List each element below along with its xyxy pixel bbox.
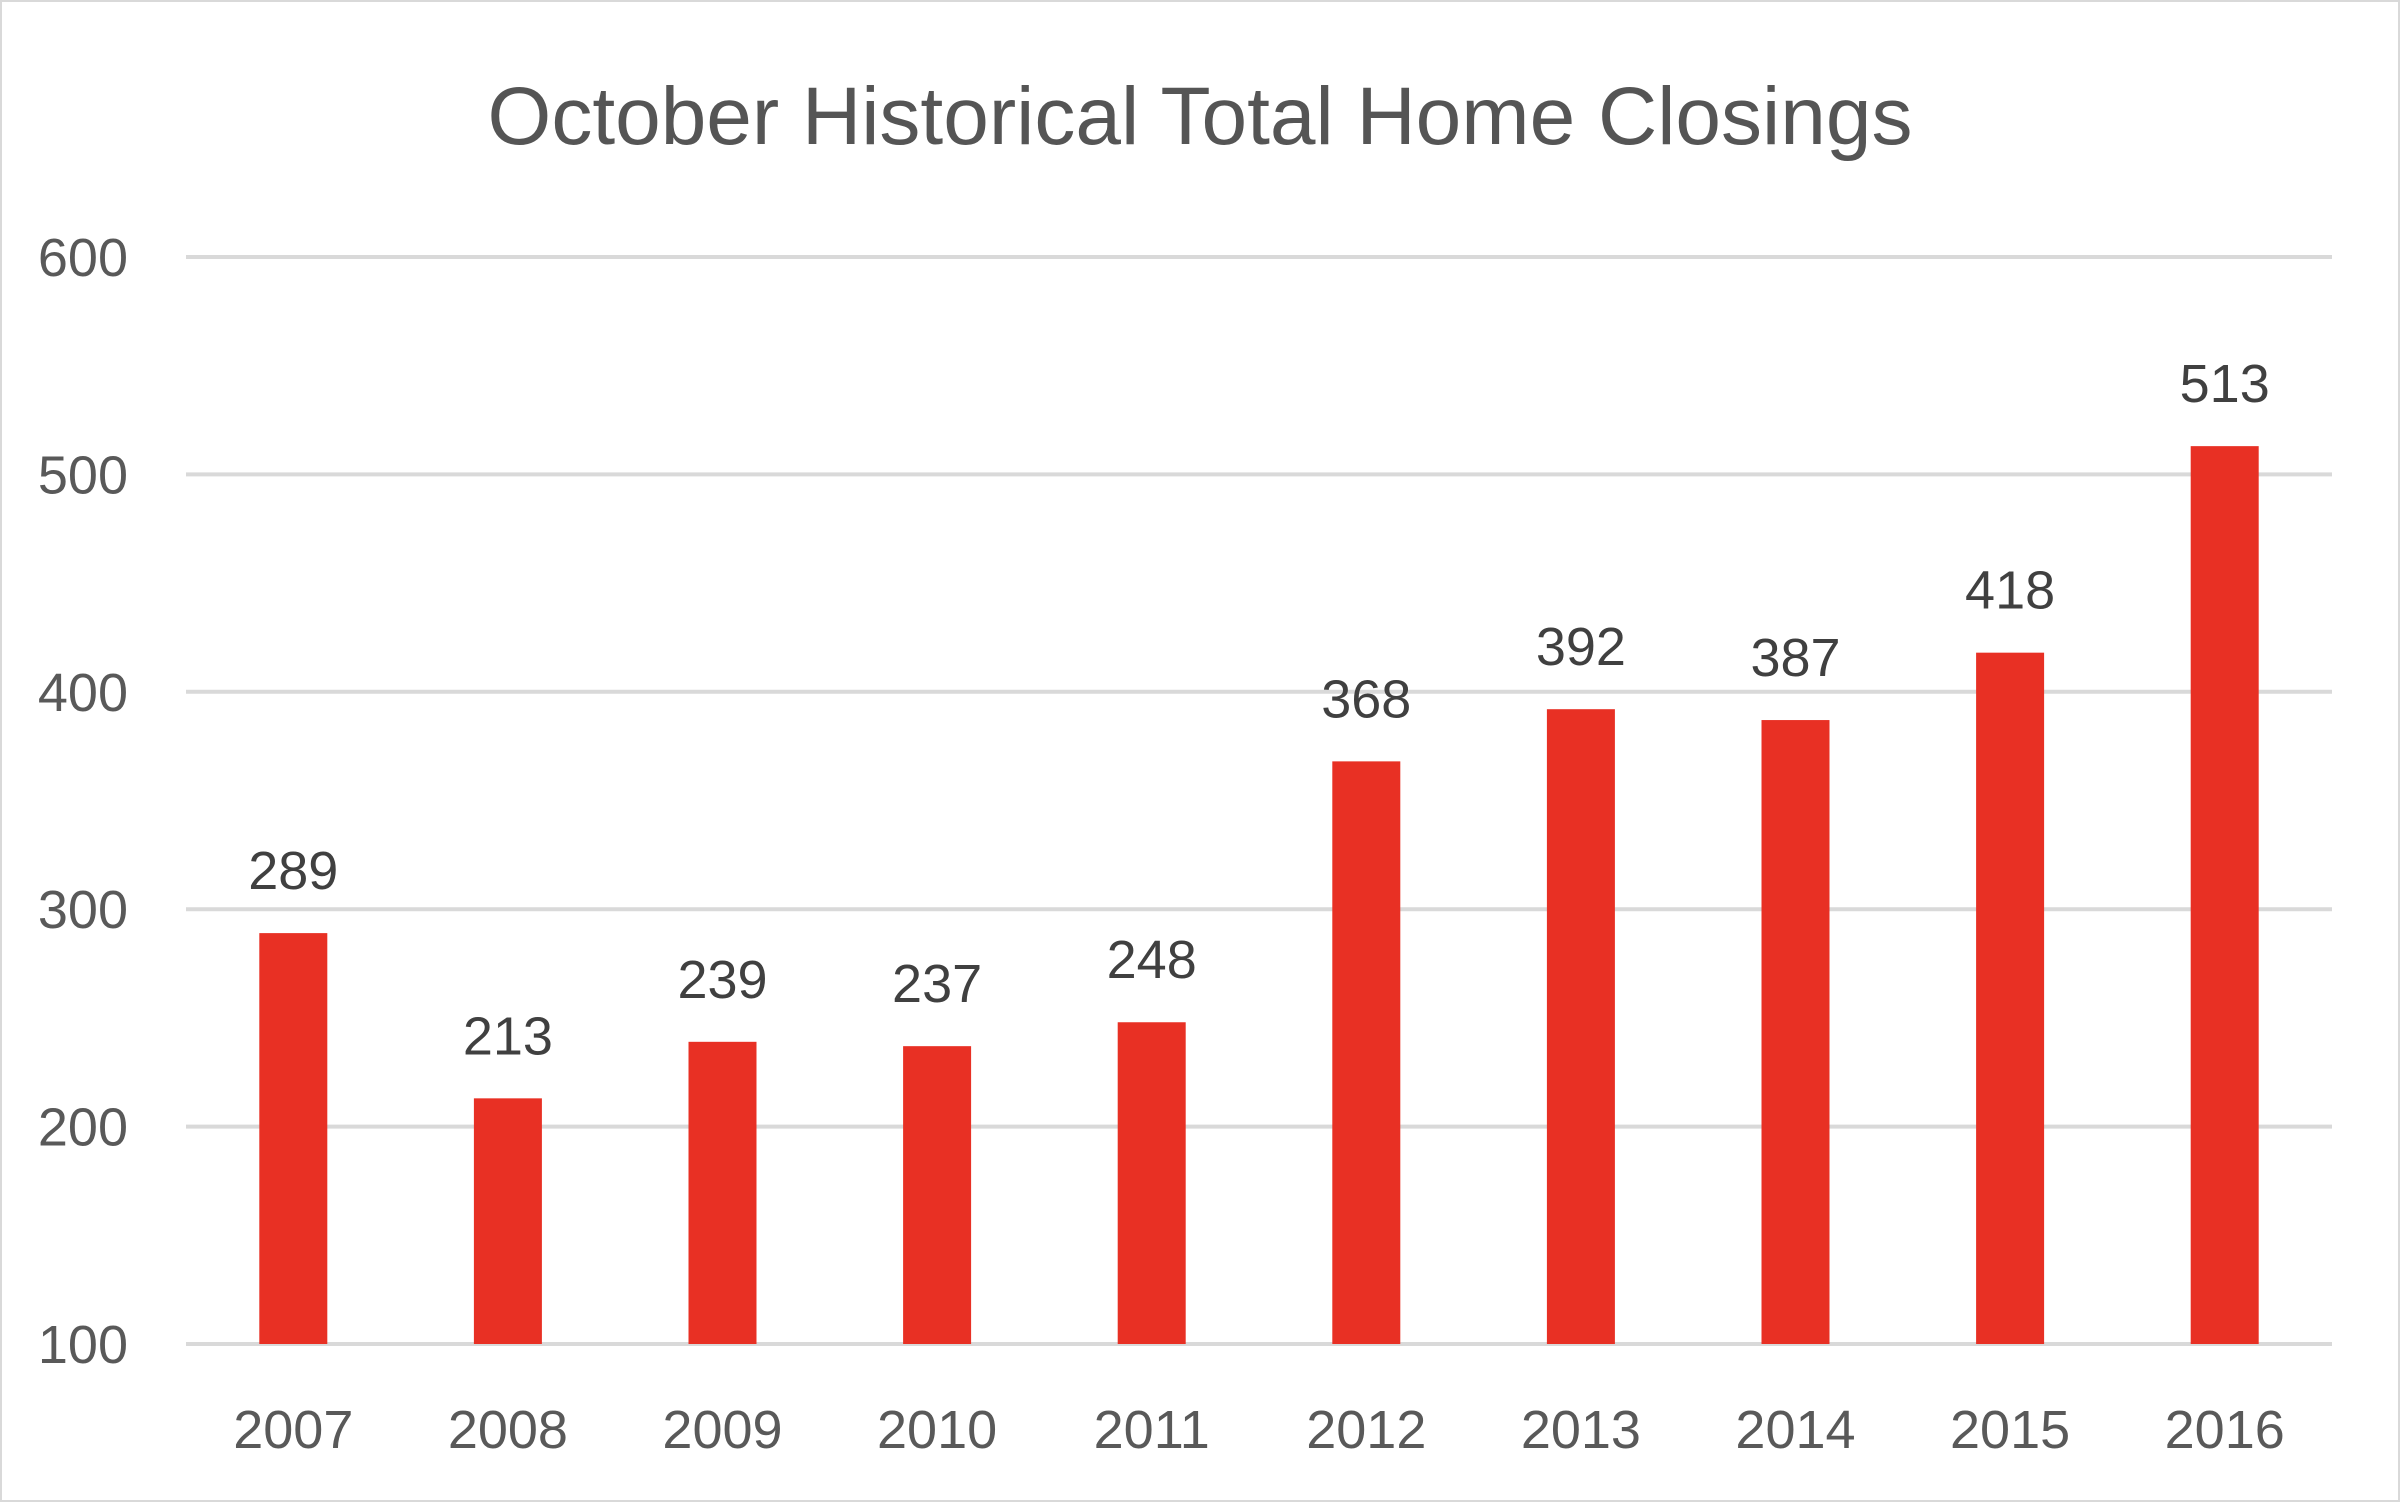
x-axis-ticks: 2007 2008 2009 2010 2011 2012 2013 2014 2015 2016 xyxy=(233,1400,2285,1460)
y-axis-ticks: 100 200 300 400 500 600 xyxy=(38,228,128,1375)
y-tick-label: 300 xyxy=(38,880,128,940)
bar-2009 xyxy=(688,1041,757,1344)
data-labels: 289 213 239 237 248 368 392 387 418 513 xyxy=(248,354,2270,1066)
x-tick-label-2012: 2012 xyxy=(1306,1400,1426,1460)
data-label-2016: 513 xyxy=(2180,354,2270,414)
bar-2008 xyxy=(473,1098,542,1344)
x-tick-label-2007: 2007 xyxy=(233,1400,353,1460)
y-tick-label: 500 xyxy=(38,445,128,505)
bar-2015 xyxy=(1976,652,2045,1344)
x-tick-label-2011: 2011 xyxy=(1094,1400,1210,1460)
gridlines xyxy=(186,255,2332,1346)
data-label-2008: 213 xyxy=(463,1006,553,1066)
data-label-2012: 368 xyxy=(1321,669,1411,729)
chart-title: October Historical Total Home Closings xyxy=(488,71,1913,162)
bars xyxy=(259,446,2259,1344)
y-tick-label: 400 xyxy=(38,663,128,723)
x-tick-label-2015: 2015 xyxy=(1950,1400,2070,1460)
data-label-2013: 392 xyxy=(1536,617,1626,677)
bar-2012 xyxy=(1332,761,1401,1344)
bar-2014 xyxy=(1761,720,1830,1344)
x-tick-label-2013: 2013 xyxy=(1521,1400,1641,1460)
x-tick-label-2014: 2014 xyxy=(1735,1400,1855,1460)
x-tick-label-2009: 2009 xyxy=(662,1400,782,1460)
x-tick-label-2008: 2008 xyxy=(448,1400,568,1460)
data-label-2010: 237 xyxy=(892,954,982,1014)
x-tick-label-2010: 2010 xyxy=(877,1400,997,1460)
y-tick-label: 600 xyxy=(38,228,128,288)
bar-2011 xyxy=(1117,1022,1186,1344)
y-tick-label: 100 xyxy=(38,1315,128,1375)
bar-2007 xyxy=(259,933,328,1344)
bar-2016 xyxy=(2190,446,2259,1344)
data-label-2014: 387 xyxy=(1750,628,1840,688)
data-label-2009: 239 xyxy=(677,950,767,1010)
data-label-2007: 289 xyxy=(248,841,338,901)
data-label-2011: 248 xyxy=(1107,930,1197,990)
bar-2013 xyxy=(1546,709,1615,1344)
x-tick-label-2016: 2016 xyxy=(2165,1400,2285,1460)
y-tick-label: 200 xyxy=(38,1098,128,1158)
data-label-2015: 418 xyxy=(1965,561,2055,621)
bar-2010 xyxy=(903,1046,972,1344)
